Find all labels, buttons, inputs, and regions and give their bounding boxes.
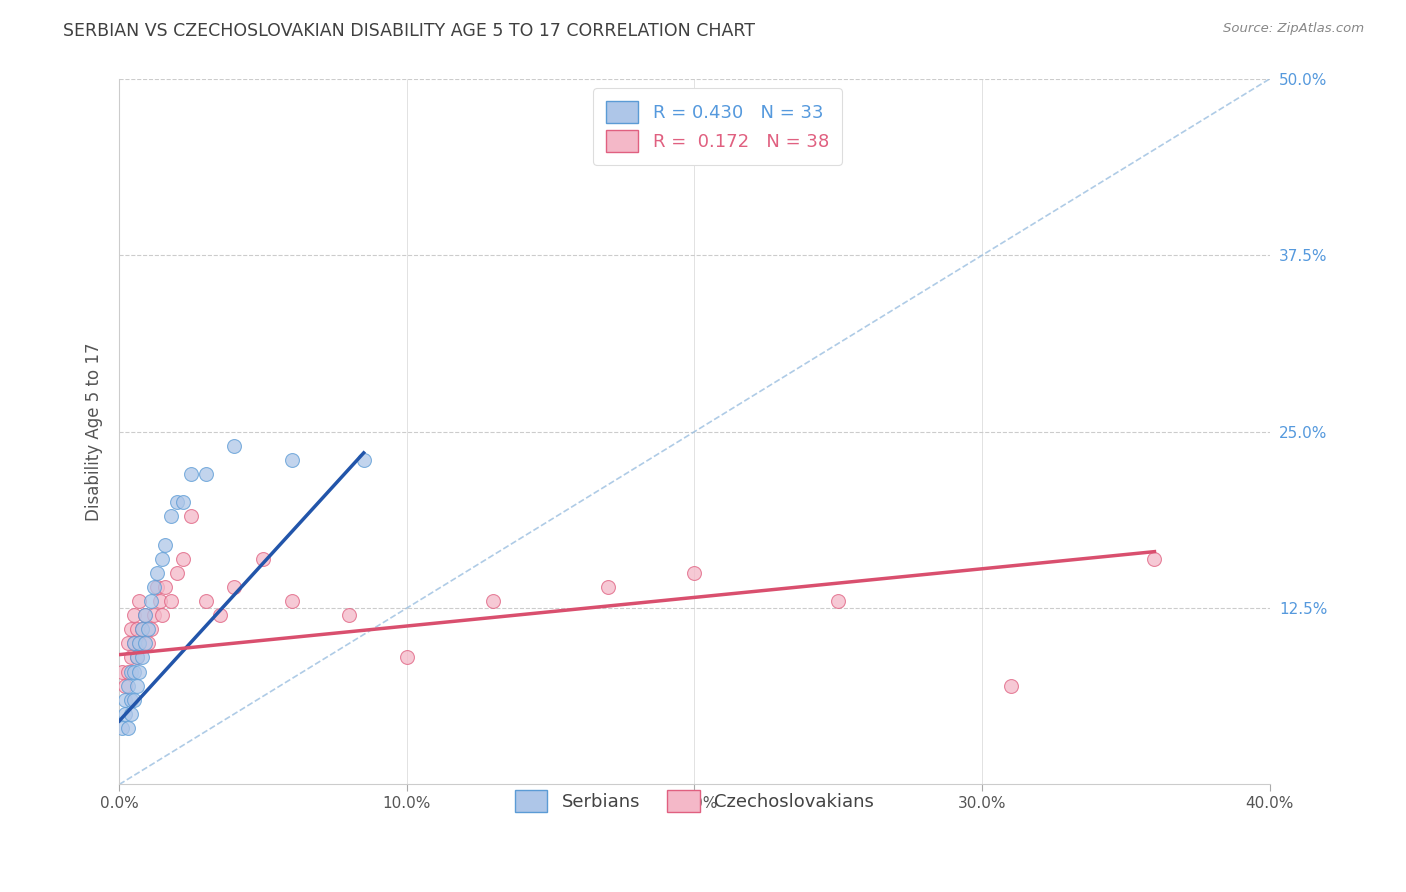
Point	[125, 622, 148, 636]
Point	[117, 679, 139, 693]
Point	[136, 636, 159, 650]
Point	[155, 538, 177, 552]
Point	[139, 594, 162, 608]
Point	[252, 551, 274, 566]
Point	[125, 679, 148, 693]
Point	[128, 636, 150, 650]
Point	[128, 636, 150, 650]
Point	[120, 622, 142, 636]
Point	[139, 622, 162, 636]
Point	[117, 721, 139, 735]
Point	[131, 650, 153, 665]
Point	[194, 594, 217, 608]
Point	[117, 636, 139, 650]
Point	[194, 467, 217, 481]
Point	[827, 594, 849, 608]
Point	[128, 594, 150, 608]
Point	[125, 650, 148, 665]
Point	[281, 594, 304, 608]
Point	[1143, 551, 1166, 566]
Point	[122, 608, 145, 623]
Point	[122, 665, 145, 679]
Point	[120, 665, 142, 679]
Point	[122, 636, 145, 650]
Point	[111, 721, 134, 735]
Point	[337, 608, 360, 623]
Point	[142, 580, 165, 594]
Point	[125, 650, 148, 665]
Text: SERBIAN VS CZECHOSLOVAKIAN DISABILITY AGE 5 TO 17 CORRELATION CHART: SERBIAN VS CZECHOSLOVAKIAN DISABILITY AG…	[63, 22, 755, 40]
Point	[1000, 679, 1022, 693]
Point	[145, 566, 167, 580]
Point	[142, 608, 165, 623]
Point	[152, 608, 174, 623]
Point	[131, 622, 153, 636]
Text: Source: ZipAtlas.com: Source: ZipAtlas.com	[1223, 22, 1364, 36]
Point	[117, 665, 139, 679]
Point	[120, 706, 142, 721]
Point	[208, 608, 231, 623]
Point	[111, 665, 134, 679]
Point	[114, 693, 136, 707]
Legend: Serbians, Czechoslovakians: Serbians, Czechoslovakians	[502, 778, 887, 825]
Point	[172, 551, 194, 566]
Point	[134, 636, 156, 650]
Point	[166, 495, 188, 509]
Point	[155, 580, 177, 594]
Point	[160, 509, 183, 524]
Point	[134, 608, 156, 623]
Point	[114, 706, 136, 721]
Point	[120, 650, 142, 665]
Point	[148, 594, 170, 608]
Point	[152, 551, 174, 566]
Point	[598, 580, 620, 594]
Point	[482, 594, 505, 608]
Point	[145, 580, 167, 594]
Point	[180, 509, 202, 524]
Point	[134, 608, 156, 623]
Point	[281, 453, 304, 467]
Point	[224, 439, 246, 453]
Point	[114, 679, 136, 693]
Point	[120, 693, 142, 707]
Point	[160, 594, 183, 608]
Point	[224, 580, 246, 594]
Point	[180, 467, 202, 481]
Point	[172, 495, 194, 509]
Point	[353, 453, 375, 467]
Point	[128, 665, 150, 679]
Point	[131, 622, 153, 636]
Point	[395, 650, 418, 665]
Point	[122, 636, 145, 650]
Point	[122, 693, 145, 707]
Point	[683, 566, 706, 580]
Point	[166, 566, 188, 580]
Point	[136, 622, 159, 636]
Y-axis label: Disability Age 5 to 17: Disability Age 5 to 17	[86, 343, 103, 521]
